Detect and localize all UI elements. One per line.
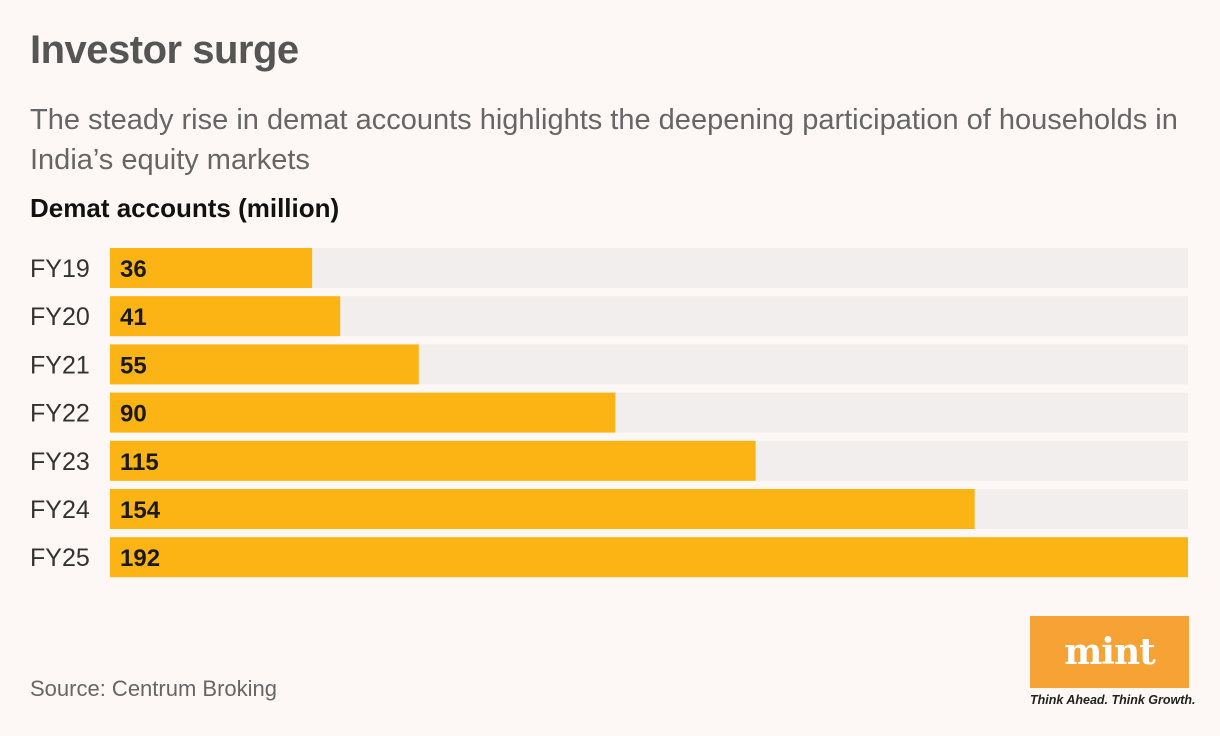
bar: [110, 392, 616, 433]
mint-logo: mint: [1030, 616, 1189, 688]
data-label: 41: [120, 304, 147, 331]
bar-row: FY24 154: [30, 489, 1188, 529]
data-label: 154: [120, 497, 161, 524]
data-label: 192: [120, 545, 160, 572]
chart-title: Investor surge: [30, 28, 299, 72]
data-label: 90: [120, 401, 147, 428]
category-label: FY19: [30, 255, 90, 283]
bar-row: FY20 41: [30, 296, 1188, 337]
category-label: FY25: [30, 544, 90, 572]
bar-row: FY23 115: [30, 440, 1188, 481]
bar-row: FY25 192: [30, 537, 1188, 578]
bar: [110, 344, 419, 385]
bar: [110, 489, 975, 529]
brand-tagline: Think Ahead. Think Growth.: [1030, 693, 1196, 707]
bar-row: FY21 55: [30, 344, 1188, 385]
data-label: 36: [120, 256, 147, 283]
bar-row: FY22 90: [30, 392, 1188, 433]
bar: [110, 440, 756, 481]
data-label: 115: [120, 449, 159, 476]
chart-measure-label: Demat accounts (million): [30, 193, 340, 223]
bar: [110, 537, 1188, 578]
category-label: FY22: [30, 400, 90, 428]
category-label: FY23: [30, 448, 90, 476]
category-label: FY24: [30, 496, 90, 524]
data-label: 55: [120, 352, 147, 379]
chart-subtitle: The steady rise in demat accounts highli…: [30, 104, 1178, 176]
bar-row: FY19 36: [30, 248, 1188, 288]
category-label: FY21: [30, 351, 90, 379]
bar: [110, 296, 341, 337]
category-label: FY20: [30, 303, 90, 331]
source-note: Source: Centrum Broking: [30, 676, 277, 701]
logo-wordmark: mint: [1064, 631, 1156, 673]
bar: [110, 248, 313, 288]
